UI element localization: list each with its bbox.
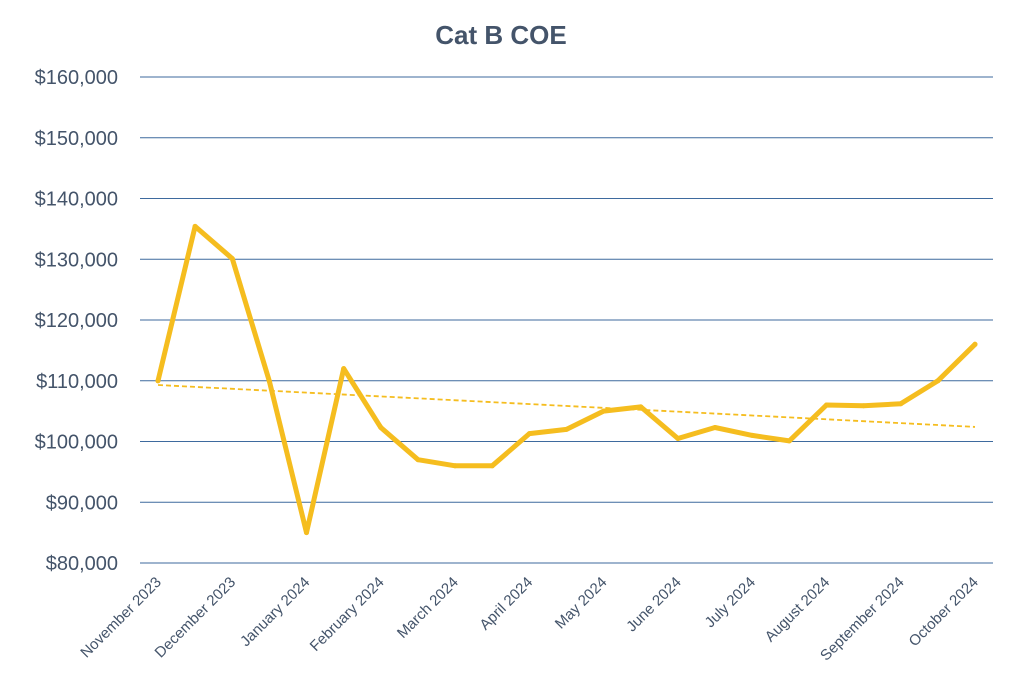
data-point — [304, 530, 309, 536]
data-point — [749, 432, 755, 438]
chart-title: Cat B COE — [435, 20, 566, 50]
x-tick-label: January 2024 — [237, 574, 313, 650]
data-point — [712, 425, 718, 430]
y-axis-tick-labels: $80,000 $90,000 $100,000 $110,000 $120,000 $1… — [35, 67, 118, 575]
data-point — [192, 223, 198, 229]
y-tick-label: $160,000 — [35, 67, 118, 89]
data-point — [415, 457, 421, 463]
x-tick-label: May 2024 — [552, 574, 611, 633]
data-point — [452, 463, 458, 469]
data-point — [824, 402, 829, 408]
data-point — [155, 378, 161, 384]
data-point — [341, 366, 347, 372]
x-tick-label: October 2024 — [906, 574, 982, 650]
gridlines — [140, 76, 993, 564]
x-tick-label: March 2024 — [394, 574, 462, 642]
data-point — [378, 425, 384, 430]
y-tick-label: $80,000 — [46, 553, 118, 575]
trendline — [157, 384, 976, 428]
y-tick-label: $150,000 — [35, 128, 118, 150]
data-point — [526, 431, 532, 437]
data-point — [972, 341, 978, 347]
data-point — [638, 404, 644, 410]
series-line — [155, 223, 978, 536]
y-tick-label: $140,000 — [35, 189, 118, 211]
data-point — [898, 401, 904, 407]
x-tick-label: April 2024 — [476, 574, 536, 634]
x-tick-label: February 2024 — [307, 574, 388, 655]
y-tick-label: $120,000 — [35, 310, 118, 332]
x-tick-label: December 2023 — [152, 574, 239, 661]
x-tick-label: August 2024 — [762, 574, 834, 646]
data-point — [861, 403, 867, 409]
data-point — [786, 438, 792, 444]
data-point — [675, 436, 681, 441]
data-point — [229, 256, 235, 262]
data-point — [935, 378, 941, 384]
data-point — [266, 378, 272, 384]
data-point — [564, 426, 569, 432]
y-tick-label: $90,000 — [46, 492, 118, 514]
x-tick-label: June 2024 — [623, 574, 685, 636]
data-point — [601, 408, 607, 414]
x-tick-label: July 2024 — [702, 574, 759, 631]
y-tick-label: $110,000 — [36, 371, 118, 393]
y-tick-label: $100,000 — [35, 432, 118, 454]
y-tick-label: $130,000 — [35, 249, 118, 271]
trendline-group — [157, 384, 976, 428]
data-point — [489, 463, 495, 469]
series-group — [155, 223, 978, 536]
